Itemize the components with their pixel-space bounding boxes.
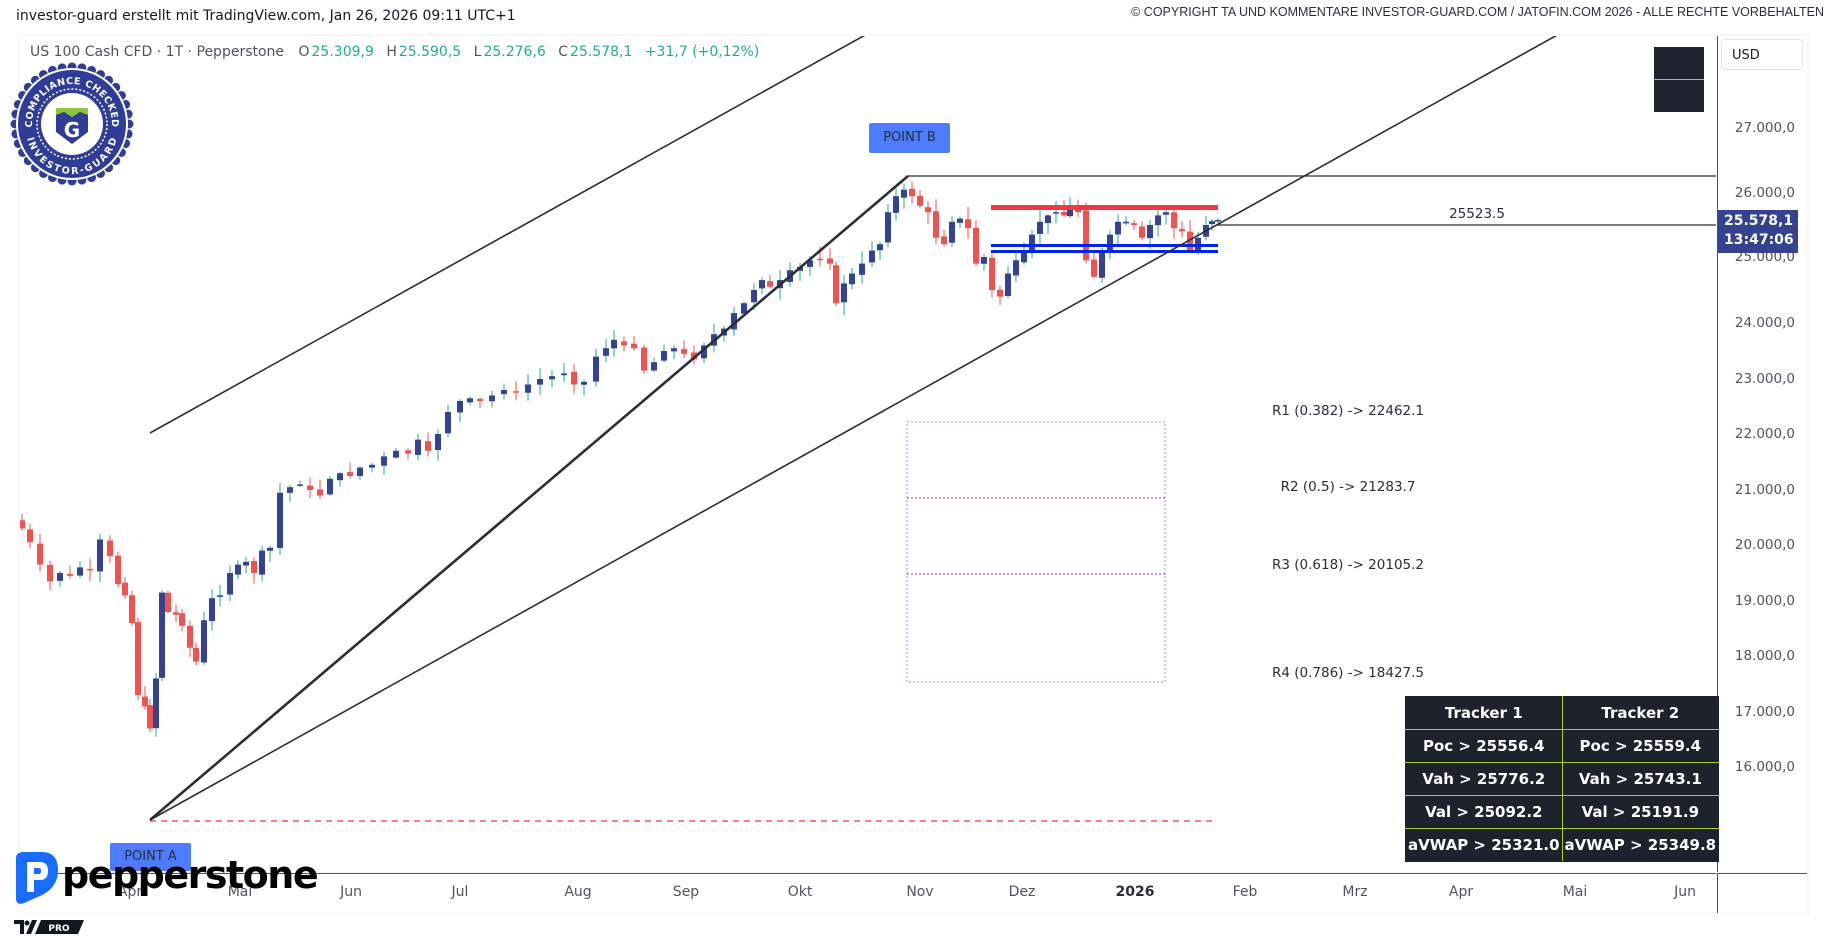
time-tick: Aug: [564, 884, 592, 900]
price-tick: 16.000,0: [1734, 759, 1795, 775]
table-row: aVWAP > 25321.0 aVWAP > 25349.8: [1405, 828, 1720, 862]
tracker1-avwap: aVWAP > 25321.0: [1405, 828, 1563, 862]
copyright-notice: © COPYRIGHT TA UND KOMMENTARE INVESTOR-G…: [1131, 5, 1824, 19]
low-label: L: [473, 44, 482, 60]
chart-title: investor-guard erstellt mit TradingView.…: [16, 8, 516, 24]
open-value: 25.309,9: [311, 44, 374, 60]
tracker2-avwap: aVWAP > 25349.8: [1561, 828, 1720, 862]
price-tick: 27.000,0: [1734, 120, 1795, 136]
indicator-line: [1654, 79, 1704, 80]
tracker-header-2: Tracker 2: [1561, 696, 1720, 730]
time-tick: Apr: [117, 884, 143, 900]
price-tick: 24.000,0: [1734, 315, 1795, 331]
price-tick: 19.000,0: [1734, 593, 1795, 609]
tracker1-poc: Poc > 25556.4: [1405, 729, 1563, 763]
tracker-table: Tracker 1 Tracker 2 Poc > 25556.4 Poc > …: [1405, 696, 1720, 862]
compliance-badge-icon: G COMPLIANCE CHECKED INVESTOR-GUARD: [10, 62, 135, 187]
price-tick: 21.000,0: [1734, 482, 1795, 498]
symbol-legend[interactable]: US 100 Cash CFD · 1T · Pepperstone O 25.3…: [30, 44, 761, 60]
time-tick: Sep: [672, 884, 700, 900]
tracker2-val: Val > 25191.9: [1561, 795, 1720, 829]
symbol-name[interactable]: US 100 Cash CFD · 1T · Pepperstone: [30, 44, 285, 60]
open-label: O: [298, 44, 310, 60]
price-tick: 17.000,0: [1734, 704, 1795, 720]
tracker1-vah: Vah > 25776.2: [1405, 762, 1563, 796]
time-tick: Jun: [1674, 884, 1696, 900]
tracker1-val: Val > 25092.2: [1405, 795, 1563, 829]
time-tick: Dez: [1008, 884, 1036, 900]
point-b-label[interactable]: POINT B: [869, 123, 950, 153]
time-tick: Mai: [227, 884, 253, 900]
time-tick: Nov: [906, 884, 934, 900]
time-tick: Mai: [1562, 884, 1588, 900]
last-price: 25.578,1: [1724, 213, 1794, 229]
svg-text:G: G: [64, 118, 80, 142]
fib-label-r3: R3 (0.618) -> 20105.2: [1271, 557, 1425, 573]
last-price-tag: 25.578,1 13:47:06: [1718, 210, 1798, 253]
tracker2-vah: Vah > 25743.1: [1561, 762, 1720, 796]
high-value: 25.590,5: [398, 44, 462, 60]
time-tick: Feb: [1232, 884, 1258, 900]
price-tick: 20.000,0: [1734, 537, 1795, 553]
close-label: C: [558, 44, 569, 60]
point-a-label[interactable]: POINT A: [110, 843, 191, 871]
table-row: Vah > 25776.2 Vah > 25743.1: [1405, 762, 1720, 796]
svg-text:pepperstone: pepperstone: [62, 853, 317, 897]
table-row: Poc > 25556.4 Poc > 25559.4: [1405, 729, 1720, 763]
price-axis[interactable]: 27.000,0 26.000,0 25.000,0 24.000,0 23.000,0…: [1717, 36, 1807, 872]
close-value: 25.578,1: [570, 44, 633, 60]
low-value: 25.276,6: [483, 44, 546, 60]
time-axis[interactable]: Apr Mai Jun Jul Aug Sep Okt Nov Dez 2026 Feb Mrz Apr…: [20, 873, 1716, 913]
bar-countdown: 13:47:06: [1724, 232, 1794, 248]
svg-text:PRO: PRO: [48, 924, 70, 934]
tracker2-poc: Poc > 25559.4: [1561, 729, 1720, 763]
fib-label-r4: R4 (0.786) -> 18427.5: [1271, 665, 1425, 681]
time-tick: Jul: [451, 884, 469, 900]
pepperstone-logo-icon: pepperstone: [16, 852, 319, 904]
time-tick: Mrz: [1342, 884, 1368, 900]
table-row: Val > 25092.2 Val > 25191.9: [1405, 795, 1720, 829]
fib-label-r1: R1 (0.382) -> 22462.1: [1271, 403, 1425, 419]
time-tick: 2026: [1115, 884, 1155, 900]
tracker-header-1: Tracker 1: [1405, 696, 1563, 730]
indicator-legend-box[interactable]: [1654, 47, 1704, 112]
axis-corner: [1717, 873, 1807, 913]
time-tick: Apr: [1448, 884, 1474, 900]
currency-button[interactable]: USD: [1721, 39, 1803, 70]
change-value: +31,7 (+0,12%): [644, 44, 760, 60]
price-tick: 26.000,0: [1734, 185, 1795, 201]
high-label: H: [386, 44, 397, 60]
time-tick: Okt: [787, 884, 813, 900]
fib-label-r2: R2 (0.5) -> 21283.7: [1280, 479, 1416, 495]
tradingview-pro-logo-icon: PRO: [14, 920, 84, 934]
level-label-25523: 25523.5: [1449, 206, 1505, 222]
time-tick: Jun: [340, 884, 362, 900]
price-tick: 23.000,0: [1734, 371, 1795, 387]
price-tick: 22.000,0: [1734, 426, 1795, 442]
price-tick: 25.000,0: [1734, 249, 1795, 265]
price-tick: 18.000,0: [1734, 648, 1795, 664]
